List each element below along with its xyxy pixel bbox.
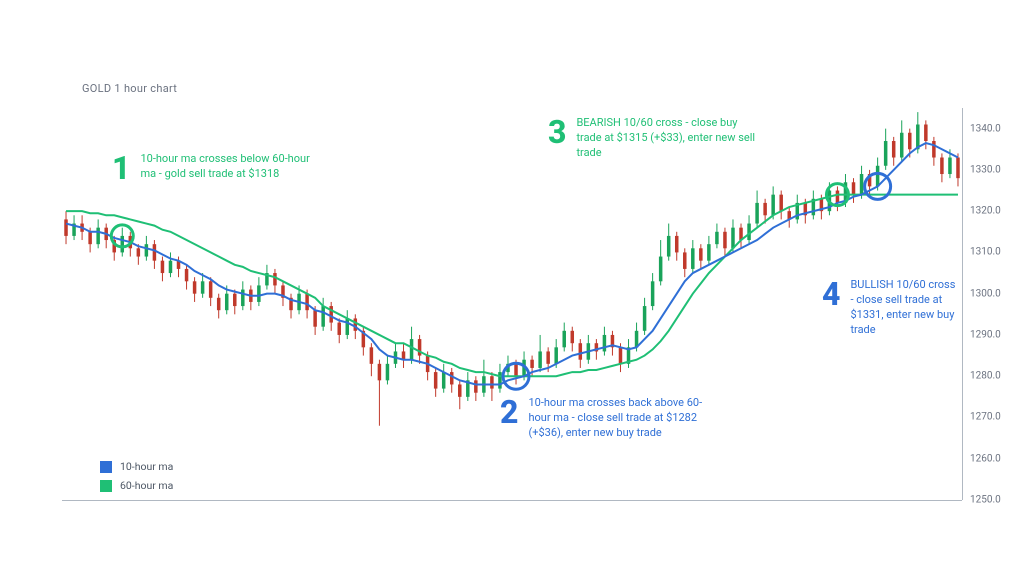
annotation-1: 1 10-hour ma crosses below 60-hour ma - g… (112, 152, 320, 184)
annotation-4: 4 BULLISH 10/60 cross - close sell trade … (822, 278, 960, 337)
annotation-number: 4 (822, 278, 840, 310)
legend-label: 60-hour ma (120, 479, 173, 492)
y-tick-label: 1310.0 (970, 247, 1001, 258)
y-tick-label: 1290.0 (970, 329, 1001, 340)
legend-swatch-ma10 (100, 461, 112, 473)
annotation-3: 3 BEARISH 10/60 cross - close buy trade a… (548, 116, 756, 161)
y-tick-label: 1280.0 (970, 371, 1001, 382)
legend: 10-hour ma 60-hour ma (100, 454, 173, 492)
chart-title: GOLD 1 hour chart (82, 82, 177, 95)
annotation-number: 3 (548, 116, 566, 148)
y-tick-label: 1300.0 (970, 288, 1001, 299)
annotation-text: 10-hour ma crosses back above 60-hour ma… (528, 396, 708, 441)
annotation-number: 2 (500, 396, 518, 428)
y-tick-label: 1320.0 (970, 206, 1001, 217)
legend-item-ma60: 60-hour ma (100, 479, 173, 492)
annotation-2: 2 10-hour ma crosses back above 60-hour m… (500, 396, 708, 441)
annotation-number: 1 (112, 152, 130, 184)
annotation-text: 10-hour ma crosses below 60-hour ma - go… (140, 152, 320, 182)
x-axis (62, 500, 962, 501)
y-tick-label: 1250.0 (970, 495, 1001, 506)
y-tick-label: 1270.0 (970, 412, 1001, 423)
legend-swatch-ma60 (100, 480, 112, 492)
y-axis (962, 108, 963, 500)
annotation-text: BULLISH 10/60 cross - close sell trade a… (850, 278, 960, 337)
y-tick-label: 1330.0 (970, 164, 1001, 175)
y-tick-label: 1260.0 (970, 453, 1001, 464)
y-tick-label: 1340.0 (970, 123, 1001, 134)
legend-item-ma10: 10-hour ma (100, 460, 173, 473)
legend-label: 10-hour ma (120, 460, 173, 473)
annotation-text: BEARISH 10/60 cross - close buy trade at… (576, 116, 756, 161)
